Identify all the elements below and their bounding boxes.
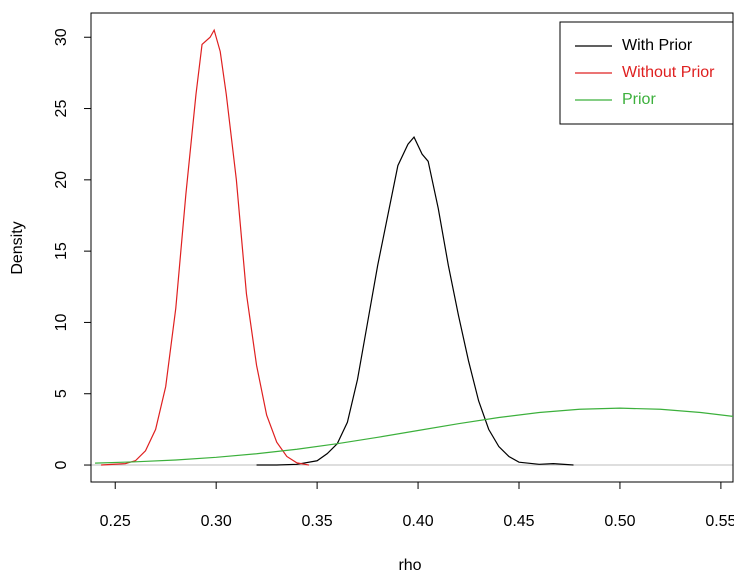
x-tick-label: 0.30 [201,513,232,530]
y-tick-label: 0 [53,460,70,469]
x-axis-title: rho [398,557,421,574]
density-line [95,407,733,464]
y-tick-label: 25 [53,100,70,118]
x-tick-label: 0.45 [503,513,534,530]
x-tick-label: 0.25 [100,513,131,530]
density-line [101,28,310,466]
plot-frame [90,12,734,483]
x-tick-label: 0.40 [402,513,433,530]
y-tick-label: 10 [53,313,70,331]
density-line [256,135,574,466]
y-tick-label: 20 [53,171,70,189]
legend-label: Prior [622,91,656,108]
x-tick-label: 0.55 [705,513,734,530]
x-tick-label: 0.50 [604,513,635,530]
plot-area [95,28,733,466]
y-tick-label: 30 [53,28,70,46]
y-tick-label: 15 [53,242,70,260]
y-axis-title: Density [9,221,26,274]
y-tick-label: 5 [53,389,70,398]
legend-label: Without Prior [622,64,715,81]
legend-label: With Prior [622,37,693,54]
x-tick-label: 0.35 [302,513,333,530]
